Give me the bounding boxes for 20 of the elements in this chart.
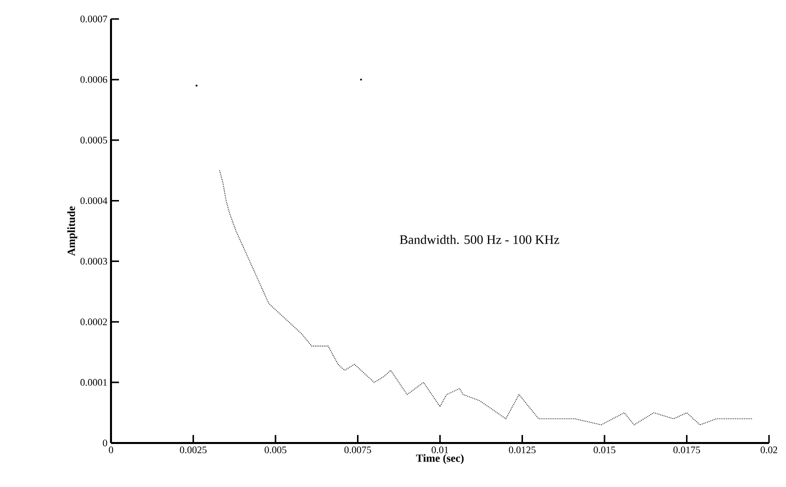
y-tick-label: 0.0001	[80, 379, 107, 386]
y-tick-label: 0.0005	[80, 136, 108, 144]
x-tick-label: 0.015	[594, 446, 616, 454]
y-tick-label: 0.0007	[80, 16, 108, 22]
x-tick-label: 0.0125	[508, 446, 536, 454]
y-tick-label: 0.0006	[80, 76, 108, 83]
x-tick-label: 0.0025	[180, 446, 207, 454]
x-tick-label: 0.005	[264, 446, 286, 454]
y-tick-label: 0.0003	[80, 258, 108, 265]
x-tick-label: 0.01	[432, 446, 448, 454]
y-tick-label: 0.0004	[80, 197, 108, 204]
x-tick-label: 0.0175	[673, 446, 700, 454]
y-axis-title: Amplitude	[67, 206, 78, 256]
x-tick-label: 0.02	[760, 446, 778, 454]
x-axis-title: Time (sec)	[416, 454, 464, 464]
annotation: Bandwidth. 500 Hz - 100 KHz	[400, 234, 560, 244]
x-tick-label: 0	[108, 446, 114, 454]
y-tick-label: 0	[102, 440, 108, 446]
x-tick-label: 0.0075	[344, 446, 372, 454]
y-tick-label: 0.0002	[80, 318, 107, 326]
